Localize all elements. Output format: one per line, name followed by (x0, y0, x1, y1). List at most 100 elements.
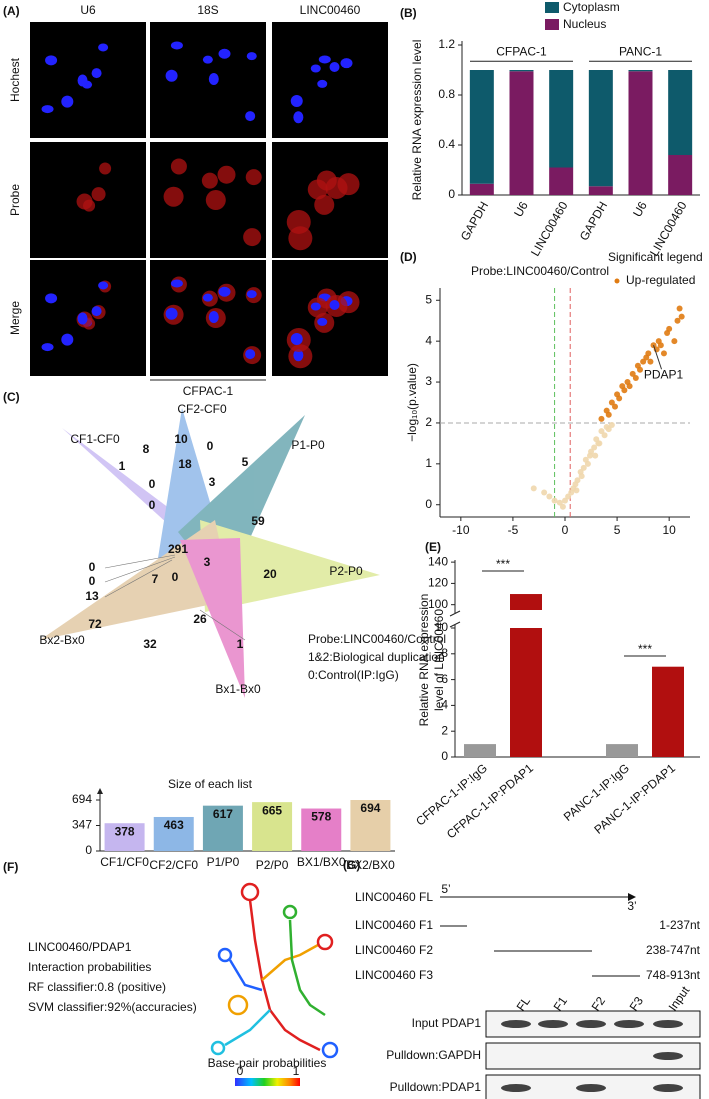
value-label: 617 (213, 807, 233, 821)
nucleus-signal (208, 311, 219, 324)
probe-signal (325, 176, 348, 199)
nucleus-signal (77, 312, 88, 325)
venn-note: 0:Control(IP:IgG) (308, 668, 399, 682)
y-tick-label: 0.4 (438, 137, 455, 151)
significance-label: *** (496, 557, 510, 571)
nucleus-signal (310, 64, 321, 73)
significance-label: *** (638, 642, 652, 656)
y-tick-label: 3 (425, 374, 432, 388)
construct-label: LINC00460 FL (355, 890, 433, 904)
nucleus-signal (218, 48, 231, 59)
panel-label: (A) (3, 4, 20, 18)
nucleus-signal (61, 333, 74, 346)
x-tick-label: -10 (452, 523, 470, 537)
venn-count: 59 (251, 514, 265, 528)
x-tick-label: 0 (562, 523, 569, 537)
nucleus-signal (317, 317, 328, 326)
set-label: CF1-CF0 (70, 432, 120, 446)
panel-label: (G) (343, 858, 360, 872)
bar-segment (628, 70, 653, 72)
fragment-name: LINC00460 F1 (355, 918, 433, 932)
probe-signal (245, 169, 262, 186)
blot-band (576, 1084, 606, 1092)
legend-swatch (545, 2, 559, 13)
point (565, 493, 572, 500)
bar-segment (628, 71, 653, 195)
bar (510, 628, 542, 757)
point (598, 428, 605, 435)
chart-title: Size of each list (168, 777, 253, 791)
rna-loop (316, 933, 334, 951)
blot-band (653, 1052, 683, 1060)
blot-band (614, 1020, 644, 1028)
point (598, 415, 605, 422)
nucleus-signal (91, 68, 102, 79)
point (671, 338, 678, 345)
blot-band (501, 1084, 531, 1092)
point (632, 374, 639, 381)
point (647, 358, 654, 365)
venn-count: 1 (119, 459, 126, 473)
micrograph (272, 22, 388, 138)
nucleus-signal (45, 55, 58, 66)
venn-count: 7 (152, 572, 159, 586)
x-tick-label: GAPDH (577, 199, 610, 243)
point (640, 358, 647, 365)
x-tick-label: CF1/CF0 (100, 855, 149, 869)
y-axis-title: Relative RNA expression (417, 594, 431, 727)
y-tick-label: 5 (425, 292, 432, 306)
x-tick-label: 10 (662, 523, 676, 537)
x-tick-label: CF2/CF0 (149, 858, 198, 872)
fragment-range: 238-747nt (646, 943, 701, 957)
point (637, 366, 643, 373)
venn-count: 1 (237, 637, 244, 651)
y-tick-label: 2 (425, 415, 432, 429)
bar (350, 800, 391, 851)
x-tick-label: -5 (508, 523, 519, 537)
nucleus-signal (246, 290, 257, 299)
prediction-text: LINC00460/PDAP1 (28, 940, 132, 954)
x-tick-label: P1/P0 (207, 855, 240, 869)
point (584, 460, 591, 467)
venn-count: 0 (89, 574, 96, 588)
x-tick-label: GAPDH (458, 199, 491, 243)
venn-count: 0 (207, 439, 214, 453)
point (573, 487, 580, 494)
scale-max: 1 (293, 1064, 300, 1078)
legend-label: Up-regulated (626, 273, 695, 287)
point (626, 383, 633, 390)
bar-segment (588, 186, 613, 195)
fragment-range: 1-237nt (659, 918, 700, 932)
nucleus-signal (165, 69, 178, 82)
value-label: 694 (360, 801, 380, 815)
bar-segment (509, 70, 534, 72)
x-tick-label: 5 (614, 523, 621, 537)
blot-label: Input PDAP1 (412, 1016, 482, 1030)
point (608, 421, 615, 428)
legend-marker (614, 278, 620, 284)
y-tick-label: 1 (425, 456, 432, 470)
x-tick-label: BX1/BX0 (297, 855, 346, 869)
point (546, 493, 553, 500)
nucleus-signal (170, 279, 183, 288)
probe-signal (205, 190, 226, 211)
panel-label: (B) (400, 6, 417, 20)
blot-band (538, 1020, 568, 1028)
venn-count: 26 (193, 612, 207, 626)
rna-loop (210, 1040, 226, 1056)
legend-title: Significant legend (608, 250, 703, 264)
point (616, 395, 623, 402)
bar-segment (469, 183, 494, 195)
y-tick-label: 0 (448, 187, 455, 201)
row-label: Probe (8, 184, 22, 216)
point (587, 452, 593, 459)
venn-set-shape (200, 520, 380, 612)
bar-segment (668, 70, 693, 155)
panel-label: (D) (400, 250, 417, 264)
rna-loop (240, 882, 260, 902)
panel-label: (E) (425, 540, 441, 554)
venn-count: 10 (174, 432, 188, 446)
nucleus-signal (218, 286, 231, 297)
set-label: P2-P0 (329, 564, 363, 578)
nucleus-signal (41, 105, 54, 114)
